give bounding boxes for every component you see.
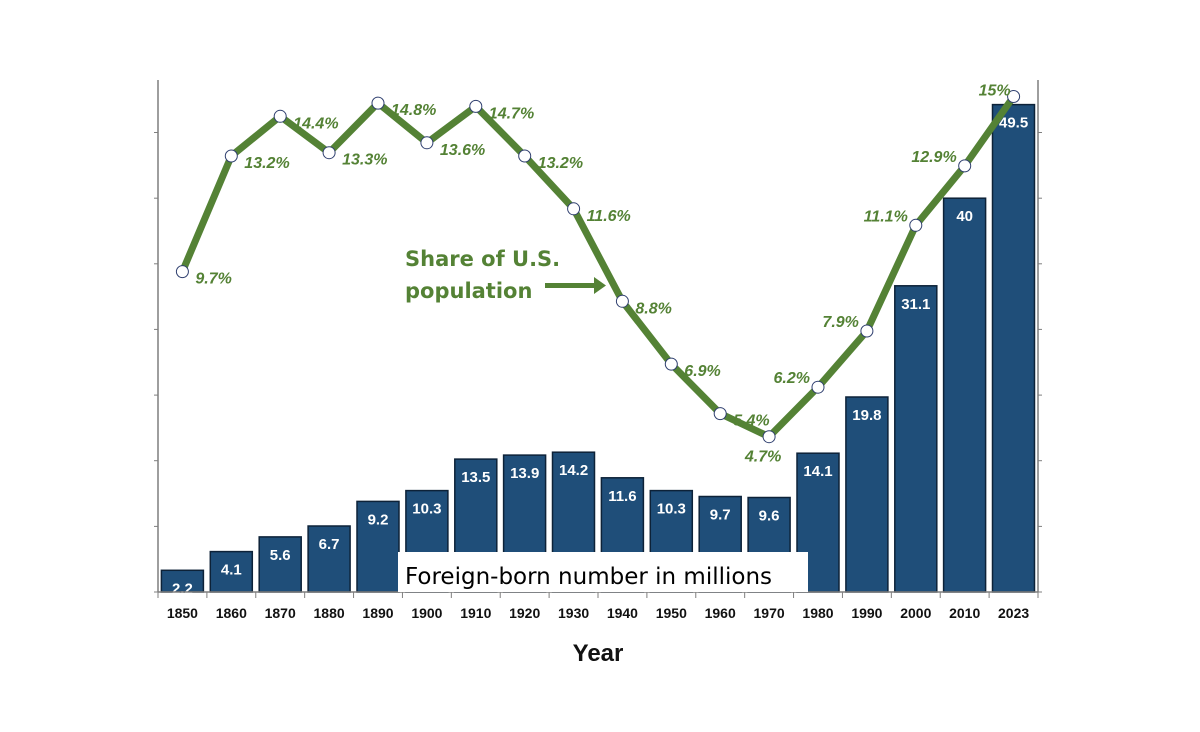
share-value-label: 4.7% (744, 449, 781, 466)
share-point-1930 (567, 202, 581, 216)
share-point-1880 (322, 146, 336, 160)
x-tick-label: 1900 (411, 605, 442, 621)
share-value-label: 11.1% (864, 208, 908, 225)
bar-value-label: 10.3 (412, 501, 441, 518)
share-value-label: 12.9% (911, 149, 956, 166)
share-point-1890 (371, 96, 385, 110)
share-point-1950 (664, 357, 678, 371)
share-point-2010 (958, 159, 972, 173)
x-tick-label: 1920 (509, 605, 540, 621)
bar-value-label: 9.6 (759, 508, 780, 525)
bar-value-label: 6.7 (319, 536, 340, 553)
arrow-shaft (545, 283, 595, 288)
share-value-label: 14.8% (391, 102, 436, 119)
bar-value-label: 31.1 (901, 296, 930, 313)
share-point-1920 (518, 149, 532, 163)
share-value-label: 14.7% (489, 105, 534, 122)
x-tick-label: 1970 (754, 605, 785, 621)
x-tick-label: 1860 (216, 605, 247, 621)
share-value-label: 13.2% (244, 155, 289, 172)
share-value-label: 11.6% (587, 208, 631, 225)
bar-value-label: 13.5 (461, 469, 490, 486)
bar-1860 (209, 550, 254, 593)
share-value-label: 13.3% (342, 152, 387, 169)
bar-value-label: 9.7 (710, 507, 731, 524)
share-point-1850 (175, 265, 189, 279)
bar-value-label: 40 (956, 208, 973, 225)
x-tick-label: 2000 (900, 605, 931, 621)
x-tick-label: 1940 (607, 605, 638, 621)
x-tick-label: 1930 (558, 605, 589, 621)
bar-value-label: 5.6 (270, 547, 291, 564)
x-axis-title: Year (573, 640, 624, 667)
annotation-arrow (545, 277, 606, 294)
share-value-label: 8.8% (635, 300, 671, 317)
x-tick-label: 1850 (167, 605, 198, 621)
bar-series: 2.2 4.1 5.6 6.7 9.2 10.3 13.5 13.9 14.2 11.6 10.3 9… (160, 103, 1036, 597)
share-point-2023 (1007, 90, 1021, 103)
x-tick-label: 1880 (314, 605, 345, 621)
bar-2010 (942, 197, 987, 593)
line-series: 9.7% 13.2% 14.4% 13.3% 14.8% 13.6% 14.7% 13.2% 1… (175, 83, 1021, 466)
line-series-label-line2: population (405, 279, 532, 303)
axis-ticks (154, 132, 1042, 598)
share-value-label: 13.6% (440, 142, 485, 159)
bar-2000 (894, 285, 938, 593)
bar-value-label: 13.9 (510, 465, 539, 482)
share-value-label: 9.7% (195, 271, 231, 288)
share-value-label: 6.2% (774, 370, 810, 387)
share-point-1910 (469, 99, 483, 113)
bar-value-label: 49.5 (999, 115, 1028, 132)
bar-legend-box (398, 552, 808, 592)
share-value-label: 6.9% (684, 363, 720, 380)
x-tick-label: 1980 (802, 605, 833, 621)
x-tick-label: 2023 (998, 605, 1029, 621)
share-point-1900 (420, 136, 434, 150)
share-point-1860 (224, 149, 238, 163)
bar-1880 (307, 525, 351, 593)
x-tick-label: 1910 (460, 605, 491, 621)
share-point-1980 (811, 380, 825, 394)
bar-value-label: 9.2 (368, 511, 389, 528)
x-tick-labels: 1850 1860 1870 1880 1890 1900 1910 1920 1930 1940… (167, 605, 1030, 621)
bar-1890 (356, 500, 400, 593)
bar-value-label: 14.1 (803, 463, 832, 480)
x-tick-label: 2010 (949, 605, 980, 621)
x-tick-label: 1870 (265, 605, 296, 621)
share-value-label: 7.9% (822, 314, 858, 331)
x-tick-label: 1990 (851, 605, 882, 621)
share-point-1990 (860, 324, 874, 338)
bar-value-label: 2.2 (172, 580, 193, 597)
x-tick-label: 1890 (362, 605, 393, 621)
bar-value-label: 19.8 (852, 407, 881, 424)
bar-legend-label: Foreign-born number in millions (405, 564, 772, 590)
share-point-1960 (713, 407, 727, 421)
bar-1870 (258, 536, 302, 593)
share-point-1970 (762, 430, 776, 444)
share-value-label: 15% (979, 83, 1011, 100)
arrow-head (594, 277, 606, 294)
share-point-1940 (615, 294, 629, 308)
share-point-2000 (909, 218, 923, 232)
x-tick-label: 1950 (656, 605, 687, 621)
bar-1990 (845, 396, 889, 593)
share-point-1870 (273, 109, 287, 123)
x-tick-label: 1960 (705, 605, 736, 621)
share-value-label: 5.4% (733, 413, 769, 430)
share-value-label: 13.2% (538, 155, 583, 172)
bar-value-label: 14.2 (559, 462, 588, 479)
share-line (178, 93, 1018, 441)
bar-value-label: 11.6 (608, 488, 636, 505)
bar-2023 (991, 103, 1036, 593)
share-value-label: 14.4% (293, 115, 338, 132)
line-series-label-line1: Share of U.S. (405, 247, 560, 271)
bar-value-label: 4.1 (221, 562, 242, 579)
bar-value-label: 10.3 (657, 501, 686, 518)
